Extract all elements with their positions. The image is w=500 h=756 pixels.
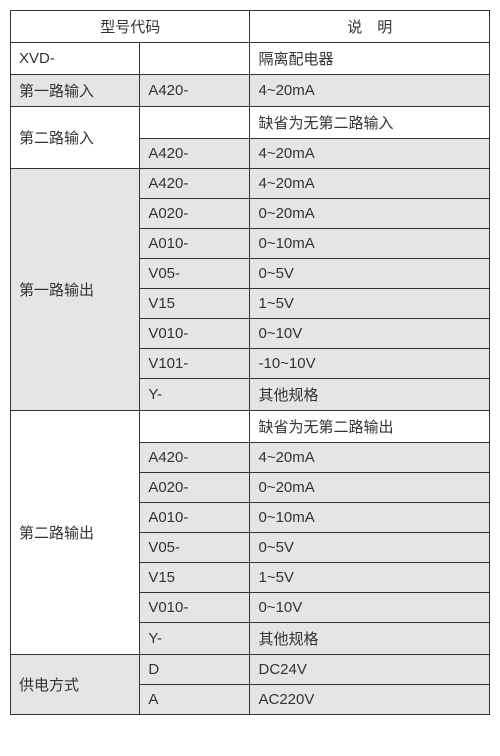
group-cell: XVD- <box>11 43 140 75</box>
table-row: 供电方式DDC24V <box>11 655 490 685</box>
group-cell: 第一路输出 <box>11 169 140 411</box>
code-cell: A020- <box>140 473 250 503</box>
desc-cell: 4~20mA <box>250 139 490 169</box>
desc-cell: 隔离配电器 <box>250 43 490 75</box>
group-cell: 第一路输入 <box>11 75 140 107</box>
code-cell <box>140 107 250 139</box>
model-spec-table: 型号代码 说明 XVD-隔离配电器第一路输入A420-4~20mA第二路输入缺省… <box>10 10 490 715</box>
code-cell <box>140 43 250 75</box>
code-cell: Y- <box>140 379 250 411</box>
desc-cell: 4~20mA <box>250 75 490 107</box>
code-cell: V15 <box>140 563 250 593</box>
code-cell <box>140 411 250 443</box>
table-row: XVD- 隔离配电器 <box>11 43 490 75</box>
code-cell: D <box>140 655 250 685</box>
code-cell: V101- <box>140 349 250 379</box>
desc-cell: -10~10V <box>250 349 490 379</box>
desc-cell: DC24V <box>250 655 490 685</box>
code-cell: V010- <box>140 319 250 349</box>
desc-cell: 0~10mA <box>250 503 490 533</box>
desc-cell: 4~20mA <box>250 169 490 199</box>
group-cell: 第二路输出 <box>11 411 140 655</box>
desc-cell: 1~5V <box>250 289 490 319</box>
code-cell: A010- <box>140 229 250 259</box>
code-cell: V15 <box>140 289 250 319</box>
code-cell: V05- <box>140 533 250 563</box>
desc-cell: 0~20mA <box>250 473 490 503</box>
code-cell: A420- <box>140 139 250 169</box>
header-description: 说明 <box>250 11 490 43</box>
desc-cell: 0~10V <box>250 593 490 623</box>
code-cell: A010- <box>140 503 250 533</box>
code-cell: V010- <box>140 593 250 623</box>
group-cell: 第二路输入 <box>11 107 140 169</box>
table-header-row: 型号代码 说明 <box>11 11 490 43</box>
desc-cell: 0~5V <box>250 533 490 563</box>
desc-cell: 0~10mA <box>250 229 490 259</box>
table-row: 第二路输入缺省为无第二路输入 <box>11 107 490 139</box>
header-model-code: 型号代码 <box>11 11 250 43</box>
desc-cell: 缺省为无第二路输入 <box>250 107 490 139</box>
desc-cell: 4~20mA <box>250 443 490 473</box>
desc-cell: 其他规格 <box>250 623 490 655</box>
code-cell: A420- <box>140 443 250 473</box>
desc-cell: 0~20mA <box>250 199 490 229</box>
group-cell: 供电方式 <box>11 655 140 715</box>
table-row: 第二路输出缺省为无第二路输出 <box>11 411 490 443</box>
code-cell: A020- <box>140 199 250 229</box>
desc-cell: 0~10V <box>250 319 490 349</box>
code-cell: A420- <box>140 75 250 107</box>
code-cell: A <box>140 685 250 715</box>
code-cell: V05- <box>140 259 250 289</box>
table-row: 第一路输入A420-4~20mA <box>11 75 490 107</box>
code-cell: Y- <box>140 623 250 655</box>
desc-cell: 1~5V <box>250 563 490 593</box>
table-row: 第一路输出A420-4~20mA <box>11 169 490 199</box>
desc-cell: AC220V <box>250 685 490 715</box>
desc-cell: 0~5V <box>250 259 490 289</box>
desc-cell: 其他规格 <box>250 379 490 411</box>
table-body: XVD-隔离配电器第一路输入A420-4~20mA第二路输入缺省为无第二路输入A… <box>11 43 490 715</box>
code-cell: A420- <box>140 169 250 199</box>
desc-cell: 缺省为无第二路输出 <box>250 411 490 443</box>
